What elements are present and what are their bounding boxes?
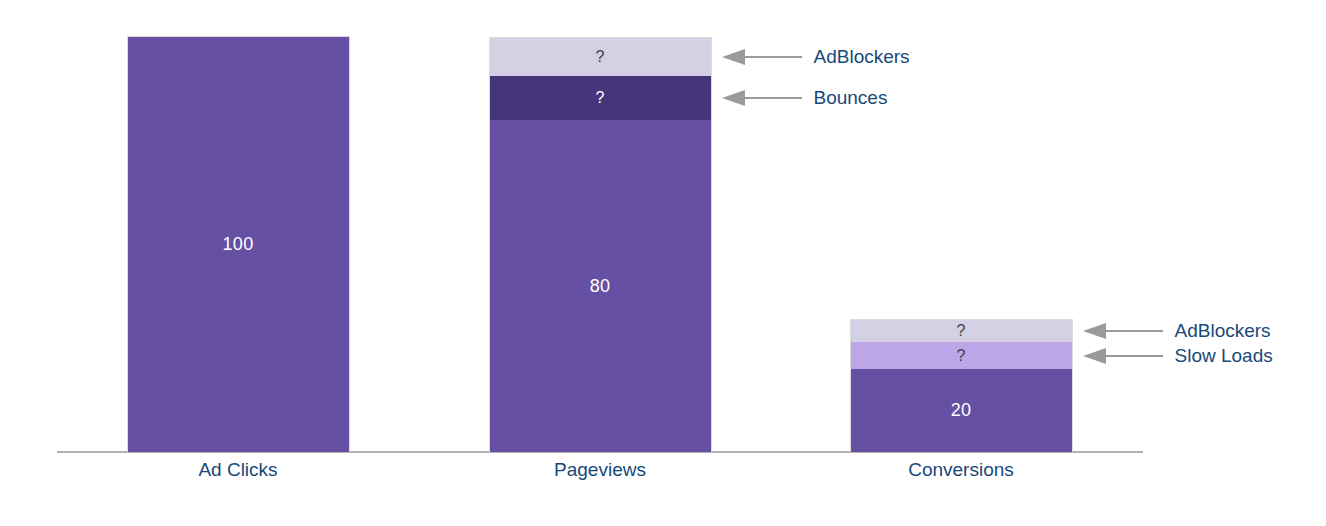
arrow-shaft [1106,330,1163,332]
segment-slow-loads: ? [851,342,1072,369]
annotation-label: AdBlockers [814,46,910,68]
category-label-ad-clicks: Ad Clicks [138,459,338,481]
segment-conversions-value: 20 [851,369,1072,452]
arrow-shaft [745,97,802,99]
arrow-shaft [1106,355,1163,357]
arrow-left-icon [722,90,745,106]
annotation-label: Slow Loads [1175,345,1273,367]
segment-value-label: ? [956,347,965,365]
arrow-shaft [745,56,802,58]
annotation-adblockers: AdBlockers [1083,317,1271,345]
bar-pageviews: ?? 80 [489,37,712,452]
plot-area: 100 Ad Clicks?? 80 Pageviews Bounces AdBlocke… [0,0,1326,526]
segment-ad-clicks-value: 100 [128,37,349,452]
bar-conversions: ?? 20 [850,319,1073,452]
annotation-adblockers: AdBlockers [722,43,910,71]
segment-pageviews-value: 80 [490,120,711,452]
arrow-left-icon [722,49,745,65]
annotation-bounces: Bounces [722,84,888,112]
segment-adblockers: ? [851,320,1072,342]
category-label-conversions: Conversions [861,459,1061,481]
segment-value-label: ? [595,89,604,107]
annotation-label: Bounces [814,87,888,109]
arrow-left-icon [1083,348,1106,364]
segment-bounces: ? [490,76,711,120]
funnel-chart: 100 Ad Clicks?? 80 Pageviews Bounces AdBlocke… [0,0,1326,526]
arrow-left-icon [1083,323,1106,339]
segment-adblockers: ? [490,38,711,76]
segment-value-label: 100 [223,234,254,255]
segment-value-label: ? [956,322,965,340]
segment-value-label: ? [595,48,604,66]
annotation-label: AdBlockers [1175,320,1271,342]
segment-value-label: 20 [951,400,972,421]
category-label-pageviews: Pageviews [500,459,700,481]
segment-value-label: 80 [590,276,611,297]
bar-ad-clicks: 100 [127,36,350,452]
annotation-slow-loads: Slow Loads [1083,342,1273,370]
